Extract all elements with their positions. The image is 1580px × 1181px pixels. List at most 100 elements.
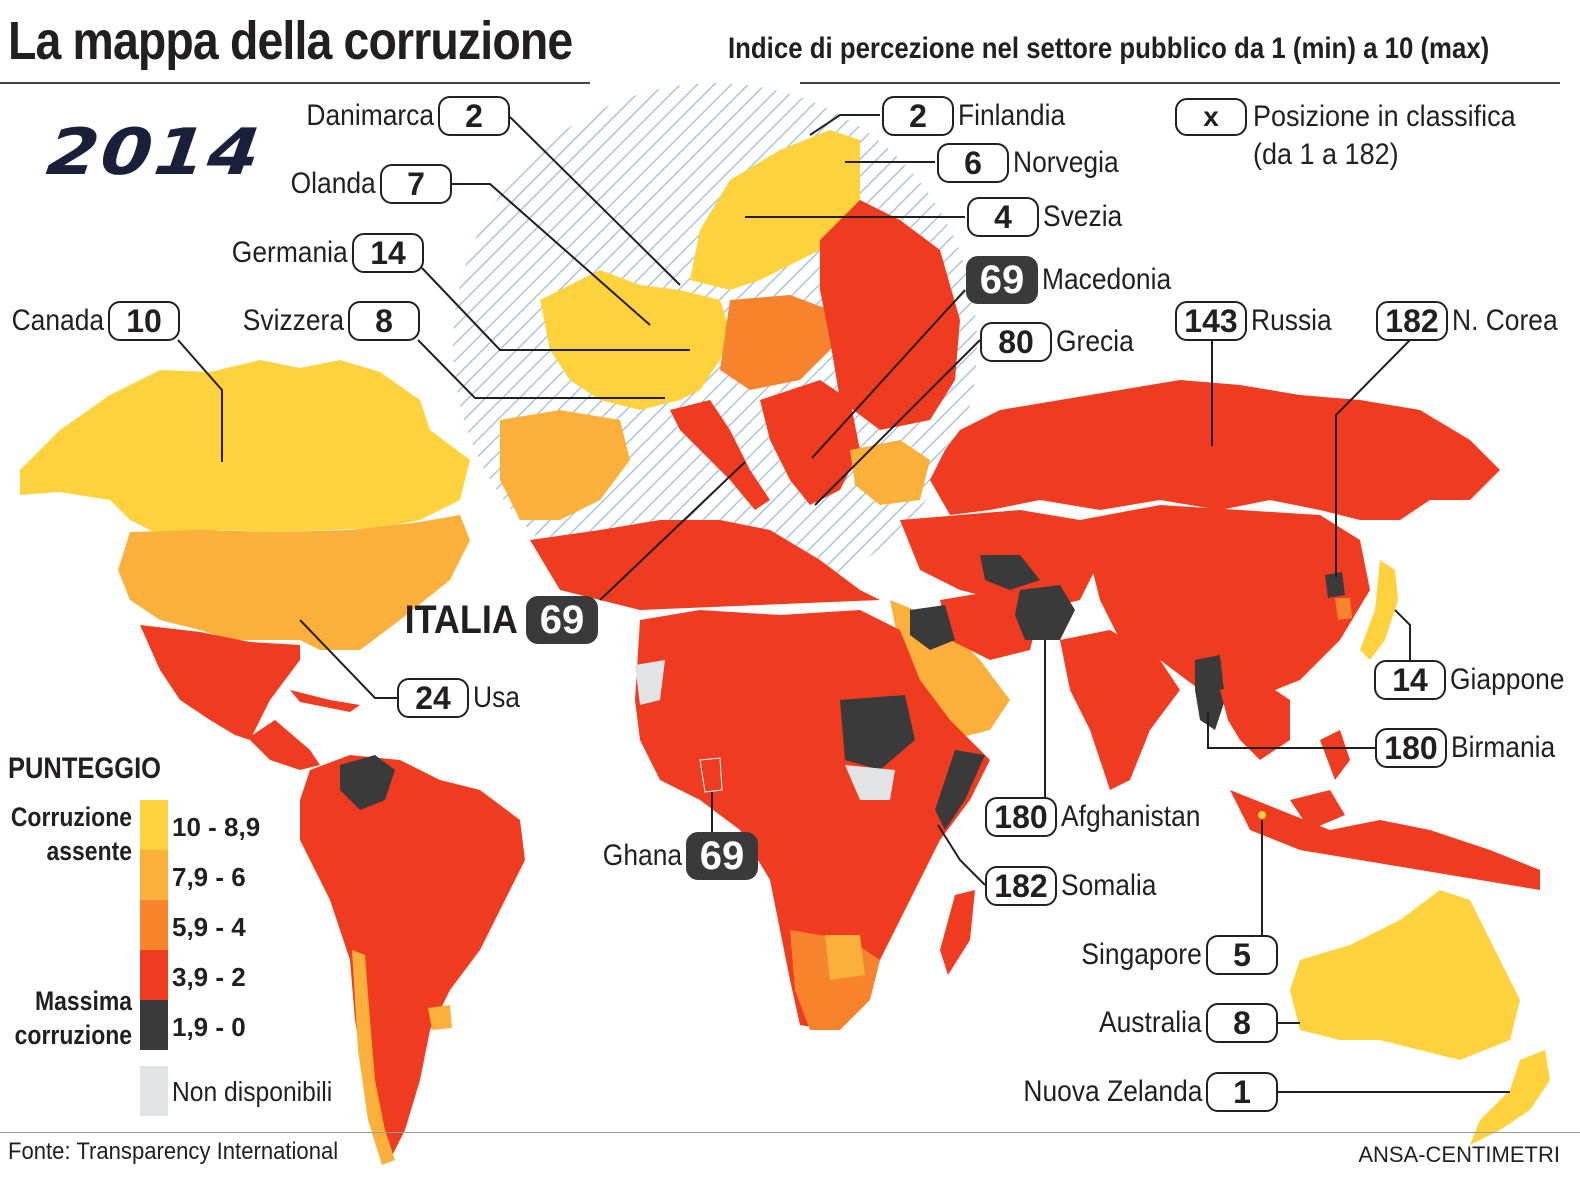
rank-badge: 24 [397, 678, 469, 718]
rank-badge: 7 [380, 164, 452, 204]
region-north-africa [530, 520, 880, 610]
leader-finlandia [809, 114, 880, 136]
callout-germania: Germania 14 [216, 233, 424, 273]
rank-key-text: Posizione in classifica (da 1 a 182) [1253, 98, 1516, 174]
region-usa [118, 515, 470, 650]
region-sudan [840, 695, 915, 770]
rank-key-line1: Posizione in classifica [1253, 100, 1516, 133]
rank-key-line2: (da 1 a 182) [1253, 138, 1399, 171]
rank-badge: 143 [1175, 301, 1247, 341]
rank-badge: 14 [352, 233, 424, 273]
callout-nzelanda: Nuova Zelanda 1 [999, 1072, 1278, 1112]
region-somalia [935, 750, 985, 830]
callout-svizzera: Svizzera 8 [229, 301, 420, 341]
rank-badge: 69 [686, 832, 758, 880]
region-turkmenistan [980, 555, 1040, 590]
legend-top-label: Corruzione assente [0, 800, 132, 868]
callout-singapore: Singapore 5 [1065, 935, 1278, 975]
year-label: 2014 [43, 116, 267, 190]
legend-range-3: 5,9 - 4 [172, 912, 246, 942]
region-south-korea [1335, 598, 1352, 620]
rank-badge: 2 [438, 96, 510, 136]
country-name: N. Corea [1452, 304, 1558, 337]
country-name: Germania [232, 236, 348, 269]
leader-italia [599, 461, 746, 601]
leader-canada [177, 339, 223, 462]
region-canada [20, 360, 470, 535]
country-name: Canada [11, 304, 104, 337]
region-madagascar [940, 890, 975, 975]
country-name: Singapore [1081, 938, 1202, 971]
callout-russia: 143 Russia [1175, 301, 1343, 341]
region-myanmar [1195, 655, 1225, 730]
source-note: Fonte: Transparency International [8, 1138, 339, 1165]
callout-giappone: 14 Giappone [1374, 660, 1580, 700]
rank-badge: 8 [1206, 1003, 1278, 1043]
rank-badge: 69 [966, 256, 1038, 304]
country-name: Danimarca [306, 99, 434, 132]
region-australia [1290, 890, 1520, 1060]
rank-badge: 182 [985, 866, 1057, 906]
region-malaysia [1290, 790, 1345, 830]
leader-danimarca [509, 116, 681, 286]
leader-grecia [814, 339, 981, 506]
country-name: Macedonia [1042, 263, 1172, 296]
callout-italia: ITALIA 69 [392, 596, 598, 644]
callout-birmania: 180 Birmania [1375, 728, 1569, 768]
legend-swatch-2 [140, 850, 168, 900]
callout-danimarca: Danimarca 2 [289, 96, 510, 136]
leader-somalia [937, 824, 986, 886]
country-name: Svezia [1043, 200, 1123, 233]
legend-bottom-label-2: corruzione [14, 1020, 132, 1050]
region-afghanistan [1015, 585, 1075, 640]
legend-bottom-label-1: Massima [35, 986, 132, 1016]
legend-title: PUNTEGGIO [8, 752, 162, 785]
region-ghana [699, 757, 723, 793]
rank-badge: 69 [526, 596, 598, 644]
region-balkans [760, 380, 860, 505]
region-botswana [825, 935, 865, 980]
region-eastern-europe [720, 295, 840, 390]
rank-badge: 180 [985, 797, 1057, 837]
region-philippines [1320, 730, 1350, 780]
rank-key: x Posizione in classifica (da 1 a 182) [1175, 98, 1545, 174]
region-japan [1360, 560, 1398, 660]
country-name: Svizzera [242, 304, 344, 337]
region-china [1080, 505, 1370, 700]
country-name: Australia [1099, 1006, 1202, 1039]
country-name: Russia [1251, 304, 1332, 337]
region-new-zealand [1470, 1050, 1550, 1145]
callout-ncorea: 182 N. Corea [1376, 301, 1572, 341]
map-subtitle: Indice di percezione nel settore pubblic… [728, 32, 1490, 65]
region-western-sahara-na [635, 660, 665, 705]
legend-range-1: 10 - 8,9 [172, 812, 261, 842]
title-rule [0, 82, 590, 84]
legend-swatches [140, 800, 168, 1050]
legend-swatch-1 [140, 800, 168, 850]
callout-afghanistan: 180 Afghanistan [985, 797, 1219, 837]
leader-olanda [452, 183, 651, 326]
region-italy [670, 400, 770, 510]
legend-swatch-5 [140, 1000, 168, 1050]
legend-bottom-label: Massima corruzione [0, 984, 132, 1052]
credit-note: ANSA-CENTIMETRI [1358, 1142, 1560, 1167]
rank-badge: 182 [1376, 301, 1448, 341]
region-south-sudan-na [845, 765, 895, 800]
callout-australia: Australia 8 [1085, 1003, 1278, 1043]
callout-norvegia: 6 Norvegia [937, 143, 1133, 183]
rank-badge: 1 [1206, 1072, 1278, 1112]
callout-macedonia: 69 Macedonia [966, 256, 1189, 304]
country-name: Birmania [1451, 731, 1556, 764]
region-central-america [248, 720, 320, 770]
rank-badge: 2 [882, 96, 954, 136]
region-iran [940, 590, 1040, 660]
leader-usa [299, 619, 397, 699]
country-name: Nuova Zelanda [1022, 1075, 1202, 1108]
country-name: Norvegia [1013, 146, 1119, 179]
country-name: Usa [473, 681, 520, 714]
legend-na-label: Non disponibili [172, 1076, 333, 1107]
leader-giappone [1394, 609, 1411, 660]
region-north-korea [1325, 572, 1345, 598]
leader-ncorea [1335, 339, 1411, 577]
region-mexico [140, 625, 300, 740]
